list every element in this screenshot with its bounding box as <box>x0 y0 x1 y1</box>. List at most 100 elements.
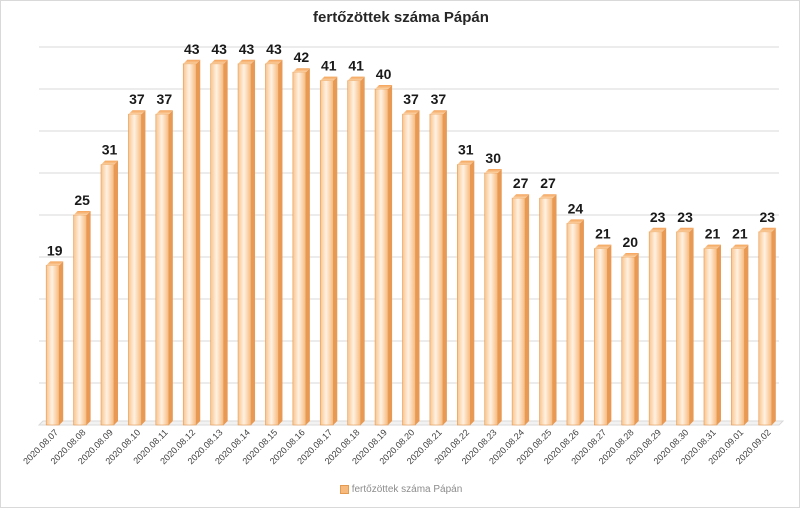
bar-top <box>265 59 283 64</box>
bar-side <box>662 227 667 425</box>
data-label: 43 <box>239 41 255 57</box>
data-label: 21 <box>595 226 611 242</box>
data-labels: 19 25 31 37 37 43 43 43 43 42 41 41 40 37 37 31 30 27 27 24… <box>47 41 775 259</box>
bar <box>73 211 91 426</box>
bar-top <box>128 110 146 115</box>
bar-front <box>210 63 224 426</box>
bar-top <box>155 110 173 115</box>
data-label: 30 <box>485 150 501 166</box>
bar-side <box>607 244 612 425</box>
data-label: 37 <box>403 91 419 107</box>
data-label: 42 <box>294 49 310 65</box>
bar <box>703 244 721 426</box>
bar-top <box>731 244 749 249</box>
bar-front <box>484 172 499 426</box>
bar <box>429 110 447 426</box>
bar-top <box>621 253 639 257</box>
bar-front <box>457 164 471 426</box>
bar-front <box>265 63 279 426</box>
bar-top <box>703 244 721 249</box>
data-label: 27 <box>540 175 556 191</box>
data-label: 27 <box>513 175 529 191</box>
bar-front <box>429 113 444 426</box>
data-label: 23 <box>760 209 776 225</box>
bar <box>265 59 283 426</box>
bar-front <box>648 231 663 426</box>
data-label: 21 <box>732 226 748 242</box>
bar-front <box>594 248 608 426</box>
bar-top <box>457 160 475 165</box>
bar-front <box>347 80 361 426</box>
bar-front <box>182 63 197 426</box>
bar-top <box>210 59 228 64</box>
bar-front <box>703 248 718 426</box>
bar-front <box>237 63 252 426</box>
bar <box>594 244 612 426</box>
data-label: 19 <box>47 242 63 258</box>
data-label: 43 <box>211 41 227 57</box>
bar-top <box>566 219 584 224</box>
bar <box>457 160 475 426</box>
bar-side <box>388 85 393 425</box>
bar-side <box>744 244 749 425</box>
bar-front <box>676 231 690 426</box>
bar-top <box>292 68 310 73</box>
bar-top <box>758 227 776 232</box>
bar-front <box>292 71 307 426</box>
data-label: 24 <box>568 200 584 216</box>
x-axis-ticks: 2020.08.072020.08.082020.08.092020.08.10… <box>21 427 773 466</box>
bar-side <box>168 110 173 425</box>
data-label: 23 <box>650 209 666 225</box>
bar-top <box>375 85 393 89</box>
bar-top <box>676 227 694 232</box>
bar-top <box>594 244 612 249</box>
bar-side <box>771 227 776 425</box>
bar <box>648 227 667 426</box>
bar <box>182 59 201 426</box>
legend: fertőzöttek száma Pápán <box>1 484 800 495</box>
data-label: 37 <box>157 91 173 107</box>
bar <box>484 169 502 426</box>
bar-top <box>46 261 64 266</box>
bar-top <box>238 59 256 64</box>
bar-top <box>649 227 667 232</box>
bar-front <box>566 223 581 426</box>
data-label: 41 <box>348 58 364 74</box>
bar-top <box>484 169 502 173</box>
bar-side <box>86 211 91 425</box>
bar-side <box>305 68 310 425</box>
bar <box>292 68 310 426</box>
bar-top <box>539 194 557 199</box>
bar <box>731 244 749 426</box>
data-label: 31 <box>458 142 474 158</box>
data-label: 31 <box>102 142 118 158</box>
data-label: 37 <box>431 91 447 107</box>
bar-side <box>59 261 64 425</box>
data-label: 43 <box>184 41 200 57</box>
bar-front <box>73 214 87 426</box>
bar <box>319 76 338 426</box>
bar-side <box>196 59 201 426</box>
bar <box>237 59 256 426</box>
bar-side <box>716 244 721 425</box>
bar-side <box>360 76 365 425</box>
bar-top <box>512 194 530 199</box>
data-label: 43 <box>266 41 282 57</box>
data-label: 20 <box>622 234 638 250</box>
data-label: 41 <box>321 58 337 74</box>
bar-side <box>634 253 639 425</box>
bar-side <box>415 110 420 425</box>
data-label: 25 <box>74 192 90 208</box>
bar-front <box>45 265 60 426</box>
bar <box>100 160 119 426</box>
bar <box>758 227 776 426</box>
bar-side <box>552 194 557 425</box>
data-label: 21 <box>705 226 721 242</box>
bars <box>45 59 776 426</box>
legend-label: fertőzöttek száma Pápán <box>351 484 463 495</box>
bar <box>347 76 365 426</box>
bar-top <box>429 110 447 115</box>
bar <box>210 59 228 426</box>
bar-front <box>155 113 170 426</box>
